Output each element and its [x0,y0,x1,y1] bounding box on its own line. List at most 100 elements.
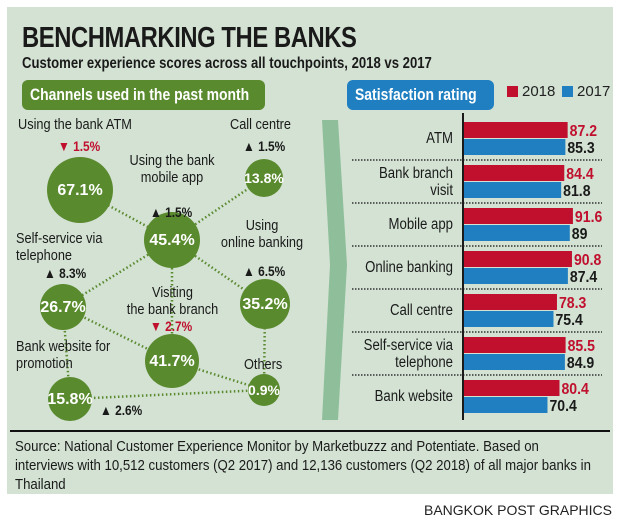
category-label-line: Mobile app [388,216,453,233]
channel-label: Visiting the bank branch [119,284,225,318]
legend-label-2018: 2018 [522,83,556,100]
category-label: Bank branch visit [361,165,453,199]
channel-label-line: online banking [220,234,304,251]
change-indicator: ▲ 1.5% [243,138,285,154]
category-label: Mobile app [361,216,453,233]
bar-2017 [463,225,570,241]
channel-label: Others [244,356,282,373]
chevron-arrow [322,120,347,420]
bubble [245,159,283,197]
bar-value-label: 84.4 [566,165,594,183]
bubble [144,212,200,268]
bar-value-label: 91.6 [575,208,602,226]
channels-heading-text: Channels used in the past month [30,85,250,104]
legend-2017: 2017 [562,83,610,100]
channel-label: Using the bank ATM [18,116,132,133]
category-label-line: Bank website [374,388,453,405]
bar-2018 [463,122,568,138]
channel-label-line: Call centre [230,116,291,133]
bar-value-label: 87.4 [570,268,598,286]
bar-value-label: 89 [572,225,588,243]
bubble [40,284,86,330]
category-label-line: Self-service via [363,337,453,354]
channel-label-line: Using the bank ATM [18,116,132,133]
bar-2018 [463,294,557,310]
bar-2017 [463,354,565,370]
channel-label-line: Visiting [152,284,193,301]
bar-value-label: 90.8 [574,251,601,269]
up-triangle-icon: ▲ [243,138,259,154]
bubble-value: 26.7% [40,299,85,316]
bar-value-label: 84.9 [567,354,594,372]
bar-2018 [463,380,560,396]
category-label-line: visit [430,182,453,199]
channel-label-line: the bank branch [126,301,219,318]
bubble [47,157,113,223]
source-note: Source: National Customer Experience Mon… [15,438,591,493]
category-label: Bank website [361,388,453,405]
category-label: Self-service via telephone [361,337,453,371]
channel-label-line: Bank website for [16,338,111,355]
bar-value-label: 75.4 [555,311,583,329]
bubble-value: 35.2% [242,296,287,313]
bar-value-label: 78.3 [559,294,586,312]
up-triangle-icon: ▲ [243,263,259,279]
change-value: 1.5% [258,138,286,154]
up-triangle-icon: ▲ [150,204,166,220]
down-triangle-icon: ▼ [58,138,74,154]
legend-2018: 2018 [507,83,555,100]
channel-label: Using online banking [220,217,305,251]
change-indicator: ▲ 1.5% [150,204,192,220]
connector-line [171,238,266,306]
bar-2017 [463,182,562,198]
change-indicator: ▲ 8.3% [44,265,86,281]
bubble-value: 13.8% [244,170,284,186]
change-value: 6.5% [258,263,286,279]
channels-heading: Channels used in the past month [22,80,265,110]
bar-value-label: 70.4 [549,397,577,415]
credit: BANGKOK POST GRAPHICS [423,502,612,518]
channel-label-line: Self-service via [16,230,103,247]
bubble [145,334,199,388]
bar-2017 [463,397,548,413]
bubble-value: 67.1% [57,182,102,199]
change-value: 8.3% [59,265,87,281]
change-value: 1.5% [73,138,101,154]
bar-2018 [463,337,566,353]
connector-line [69,388,265,401]
bar-value-label: 80.4 [561,380,589,398]
channel-label: Using the bank mobile app [130,152,215,186]
channel-label-line: mobile app [140,169,204,186]
bar-2018 [463,208,573,224]
bubble-value: 41.7% [149,353,194,370]
bar-value-label: 85.3 [567,139,594,157]
page-title: BENCHMARKING THE BANKS [22,22,357,54]
bubble [48,377,92,421]
change-value: 2.7% [165,318,193,334]
bar-value-label: 81.8 [563,182,590,200]
legend-swatch-2018 [507,86,518,97]
bar-value-label: 85.5 [568,337,595,355]
category-label-line: telephone [395,354,453,371]
category-label: Call centre [361,302,453,319]
channel-label: Call centre [230,116,291,133]
bubble-value: 0.9% [248,382,280,398]
bubble-value: 15.8% [47,391,92,408]
up-triangle-icon: ▲ [44,265,60,281]
bubble [248,374,280,406]
bubble-value: 45.4% [149,232,194,249]
bar-2018 [463,251,572,267]
bar-2017 [463,139,566,155]
satisfaction-heading: Satisfaction rating [347,80,494,110]
legend-label-2017: 2017 [577,83,611,100]
channel-label-line: Others [244,356,283,373]
category-label-line: ATM [426,130,453,147]
bubble [240,279,290,329]
legend-swatch-2017 [562,86,573,97]
divider [10,430,610,432]
satisfaction-heading-text: Satisfaction rating [355,85,477,104]
subtitle: Customer experience scores across all to… [22,55,432,72]
change-value: 1.5% [165,204,193,220]
channel-label-line: Using [245,217,279,234]
